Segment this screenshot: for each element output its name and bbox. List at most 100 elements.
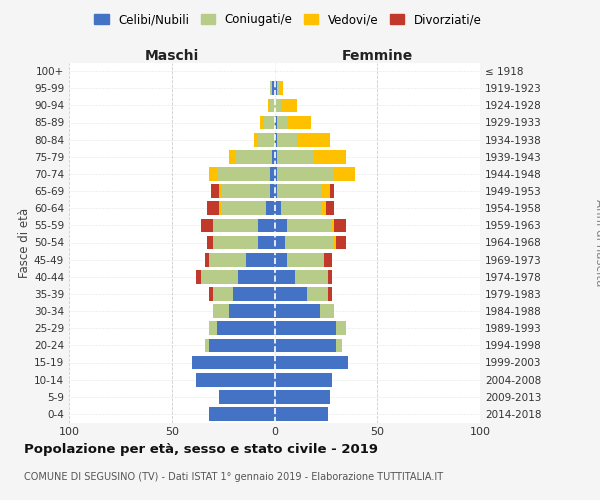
Bar — [271, 98, 275, 112]
Bar — [275, 407, 328, 421]
Bar — [275, 390, 330, 404]
Bar — [275, 236, 285, 250]
Bar — [272, 150, 275, 164]
Bar — [275, 218, 287, 232]
Bar — [211, 184, 219, 198]
Bar — [209, 322, 217, 335]
Bar — [277, 116, 287, 130]
Bar — [229, 304, 275, 318]
Bar — [219, 184, 221, 198]
Bar — [281, 98, 297, 112]
Bar — [275, 167, 277, 181]
Bar — [268, 98, 271, 112]
Bar — [275, 322, 336, 335]
Bar — [271, 167, 275, 181]
Bar — [205, 338, 209, 352]
Bar — [334, 218, 346, 232]
Bar — [217, 167, 271, 181]
Bar — [336, 236, 346, 250]
Bar — [221, 202, 266, 215]
Bar — [322, 202, 326, 215]
Bar — [287, 116, 311, 130]
Bar — [209, 167, 217, 181]
Bar — [213, 304, 229, 318]
Bar — [217, 322, 275, 335]
Bar — [328, 287, 332, 301]
Bar — [264, 116, 275, 130]
Bar — [275, 202, 281, 215]
Bar — [275, 270, 295, 283]
Text: COMUNE DI SEGUSINO (TV) - Dati ISTAT 1° gennaio 2019 - Elaborazione TUTTITALIA.I: COMUNE DI SEGUSINO (TV) - Dati ISTAT 1° … — [24, 472, 443, 482]
Bar — [221, 184, 271, 198]
Bar — [213, 218, 258, 232]
Bar — [275, 304, 320, 318]
Bar — [213, 287, 233, 301]
Bar — [258, 133, 275, 146]
Bar — [275, 287, 307, 301]
Legend: Celibi/Nubili, Coniugati/e, Vedovi/e, Divorziati/e: Celibi/Nubili, Coniugati/e, Vedovi/e, Di… — [89, 8, 487, 31]
Bar — [260, 116, 264, 130]
Bar — [277, 82, 278, 95]
Bar — [277, 184, 322, 198]
Bar — [271, 82, 272, 95]
Bar — [277, 150, 314, 164]
Bar — [275, 133, 277, 146]
Text: Popolazione per età, sesso e stato civile - 2019: Popolazione per età, sesso e stato civil… — [24, 442, 378, 456]
Bar — [196, 373, 275, 386]
Text: Femmine: Femmine — [341, 48, 413, 62]
Bar — [295, 270, 328, 283]
Bar — [275, 373, 332, 386]
Bar — [205, 253, 209, 266]
Bar — [258, 236, 275, 250]
Bar — [307, 287, 328, 301]
Bar — [275, 356, 349, 370]
Bar — [254, 133, 258, 146]
Bar — [258, 218, 275, 232]
Bar — [334, 167, 355, 181]
Bar — [287, 218, 332, 232]
Bar — [196, 270, 200, 283]
Bar — [277, 167, 334, 181]
Bar — [326, 202, 334, 215]
Bar — [235, 150, 272, 164]
Bar — [200, 218, 213, 232]
Bar — [275, 150, 277, 164]
Bar — [238, 270, 275, 283]
Text: Maschi: Maschi — [145, 48, 199, 62]
Bar — [297, 133, 330, 146]
Bar — [275, 338, 336, 352]
Bar — [320, 304, 334, 318]
Bar — [271, 184, 275, 198]
Bar — [275, 253, 287, 266]
Bar — [206, 202, 219, 215]
Bar — [209, 287, 213, 301]
Bar — [322, 184, 330, 198]
Bar — [266, 202, 275, 215]
Y-axis label: Fasce di età: Fasce di età — [18, 208, 31, 278]
Bar — [233, 287, 275, 301]
Bar — [219, 202, 221, 215]
Bar — [275, 82, 277, 95]
Bar — [314, 150, 346, 164]
Bar — [200, 270, 238, 283]
Bar — [209, 338, 275, 352]
Bar — [213, 236, 258, 250]
Bar — [275, 184, 277, 198]
Bar — [219, 390, 275, 404]
Bar — [206, 236, 213, 250]
Bar — [287, 253, 324, 266]
Bar — [324, 253, 332, 266]
Bar — [336, 338, 343, 352]
Bar — [275, 98, 281, 112]
Bar — [209, 407, 275, 421]
Bar — [246, 253, 275, 266]
Bar — [272, 82, 275, 95]
Bar — [209, 253, 246, 266]
Bar — [336, 322, 346, 335]
Bar — [281, 202, 322, 215]
Bar — [277, 133, 297, 146]
Bar — [328, 270, 332, 283]
Bar — [334, 236, 336, 250]
Bar — [285, 236, 334, 250]
Bar — [330, 184, 334, 198]
